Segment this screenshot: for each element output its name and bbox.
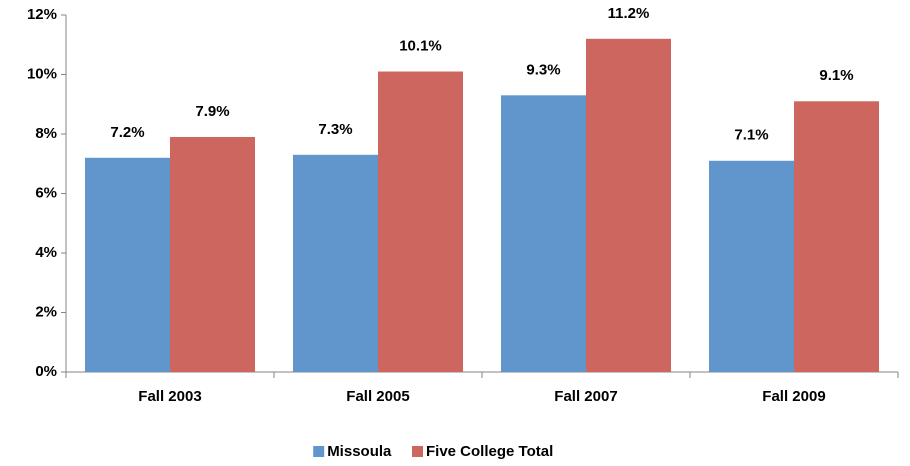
value-label: 7.2% <box>110 124 144 141</box>
legend-label: Five College Total <box>426 443 553 460</box>
value-label: 7.9% <box>195 103 229 120</box>
y-tick-label: 2% <box>35 303 57 320</box>
bar <box>170 136 255 372</box>
y-tick-label: 6% <box>35 184 57 201</box>
value-label: 9.1% <box>819 67 853 84</box>
x-tick-label: Fall 2007 <box>554 388 617 405</box>
x-tick-label: Fall 2005 <box>346 388 409 405</box>
value-label: 7.1% <box>734 127 768 144</box>
y-tick-label: 12% <box>27 6 57 23</box>
x-tick-label: Fall 2009 <box>762 388 825 405</box>
y-tick-label: 0% <box>35 363 57 380</box>
x-tick-label: Fall 2003 <box>138 388 201 405</box>
bar <box>709 160 794 372</box>
value-label: 10.1% <box>399 37 442 54</box>
bar <box>501 95 586 372</box>
y-tick-label: 10% <box>27 65 57 82</box>
bar <box>378 71 463 373</box>
legend-swatch <box>313 446 325 457</box>
value-label: 7.3% <box>318 121 352 138</box>
bar <box>85 157 170 372</box>
bar <box>586 38 671 373</box>
y-tick-label: 4% <box>35 244 57 261</box>
value-label: 9.3% <box>526 61 560 78</box>
legend-label: Missoula <box>327 443 392 460</box>
bar <box>293 154 378 372</box>
value-label: 11.2% <box>608 5 650 22</box>
legend-swatch <box>412 446 423 457</box>
y-tick-label: 8% <box>35 125 57 142</box>
bar <box>794 101 879 373</box>
